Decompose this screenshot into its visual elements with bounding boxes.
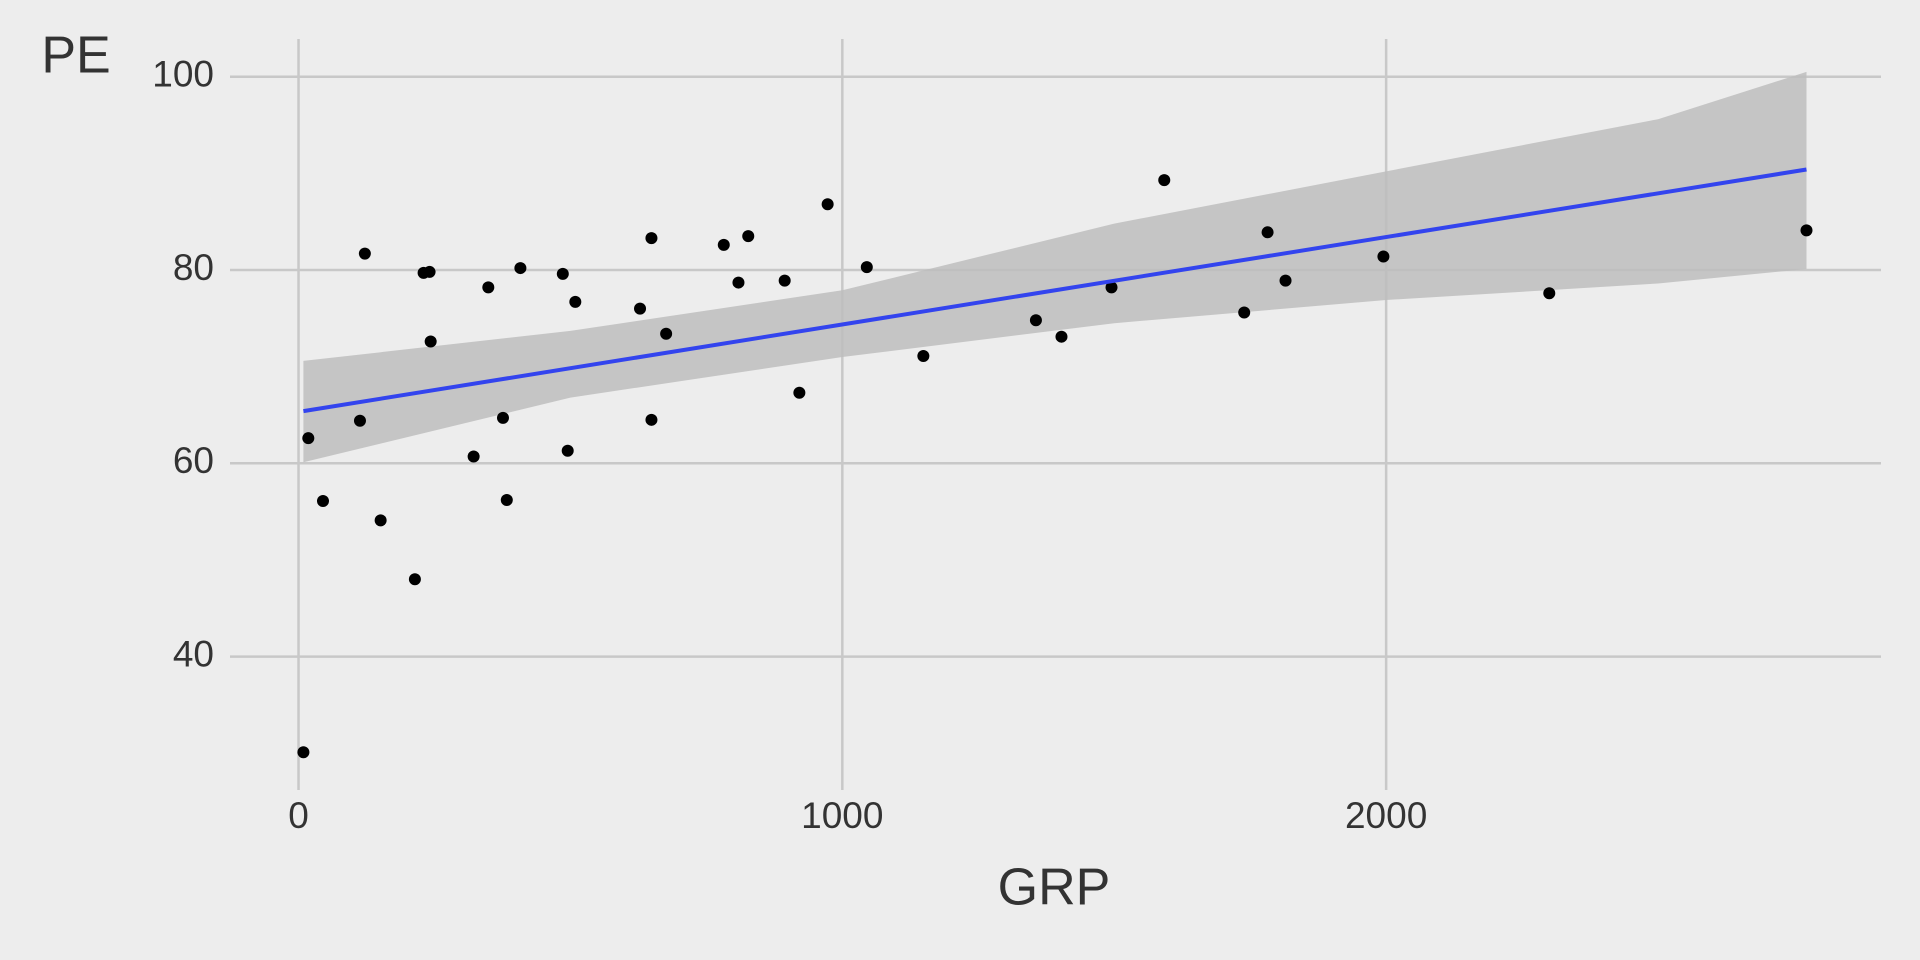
point bbox=[358, 247, 371, 260]
point bbox=[1105, 281, 1118, 294]
point bbox=[297, 746, 310, 759]
point bbox=[1238, 306, 1251, 319]
point bbox=[1800, 224, 1813, 237]
point bbox=[496, 411, 509, 424]
point bbox=[561, 444, 574, 457]
point bbox=[374, 514, 387, 527]
marks bbox=[297, 71, 1813, 759]
confidence-band bbox=[303, 71, 1807, 463]
point bbox=[860, 261, 873, 274]
point bbox=[423, 265, 436, 278]
point bbox=[732, 276, 745, 289]
trend-line bbox=[303, 167, 1807, 414]
y-tick-label: 100 bbox=[152, 53, 214, 94]
point bbox=[1377, 250, 1390, 263]
point bbox=[408, 573, 421, 586]
y-axis-title: PE bbox=[41, 27, 110, 85]
y-tick-label: 60 bbox=[173, 440, 214, 481]
point bbox=[1029, 314, 1042, 327]
point bbox=[467, 450, 480, 463]
point bbox=[660, 327, 673, 340]
point bbox=[556, 267, 569, 280]
point bbox=[514, 262, 527, 275]
point bbox=[793, 386, 806, 399]
point bbox=[821, 198, 834, 211]
x-tick-label: 0 bbox=[288, 795, 309, 836]
point bbox=[778, 274, 791, 287]
point bbox=[717, 238, 730, 251]
y-tick-label: 80 bbox=[173, 247, 214, 288]
point bbox=[917, 350, 930, 363]
point bbox=[302, 432, 315, 445]
point bbox=[1261, 226, 1274, 239]
point bbox=[1279, 274, 1292, 287]
point bbox=[482, 281, 495, 294]
point bbox=[742, 230, 755, 243]
x-tick-label: 2000 bbox=[1345, 795, 1427, 836]
x-tick-label: 1000 bbox=[801, 795, 883, 836]
point bbox=[634, 302, 647, 315]
point bbox=[424, 335, 437, 348]
point bbox=[1055, 330, 1068, 343]
point bbox=[353, 414, 366, 427]
point bbox=[1158, 174, 1171, 187]
point bbox=[1543, 287, 1556, 300]
point bbox=[500, 494, 513, 507]
point bbox=[645, 413, 658, 426]
y-tick-label: 40 bbox=[173, 633, 214, 674]
point bbox=[569, 295, 582, 308]
point bbox=[316, 495, 329, 508]
x-axis-title: GRP bbox=[998, 859, 1111, 917]
point bbox=[645, 232, 658, 245]
